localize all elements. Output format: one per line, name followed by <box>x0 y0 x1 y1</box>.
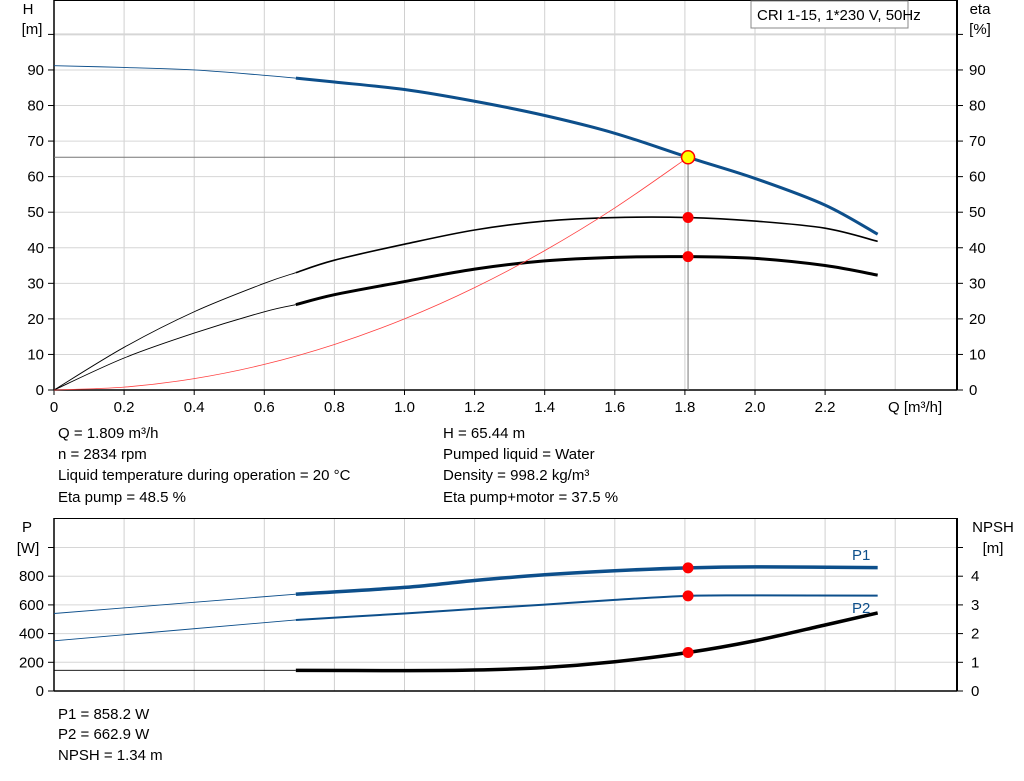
y2-tick-label: 10 <box>969 346 986 363</box>
info-eta-pump: Eta pump = 48.5 % <box>58 489 186 506</box>
y2-tick-label: 0 <box>969 382 977 399</box>
info-npsh: NPSH = 1.34 m <box>58 747 163 764</box>
y-axis-unit: [W] <box>17 540 40 557</box>
x-axis-label: Q [m³/h] <box>888 399 942 416</box>
x-tick-label: 0.6 <box>254 399 275 416</box>
x-tick-label: 0 <box>50 399 58 416</box>
y2-tick-label: 4 <box>971 568 979 585</box>
y-axis-unit: [m] <box>22 21 43 38</box>
y-tick-label: 40 <box>27 240 44 257</box>
info-q: Q = 1.809 m³/h <box>58 425 159 442</box>
y-tick-label: 0 <box>36 683 44 700</box>
y2-tick-label: 50 <box>969 204 986 221</box>
x-tick-label: 1.2 <box>464 399 485 416</box>
y-tick-label: 800 <box>19 568 44 585</box>
y-tick-label: 20 <box>27 311 44 328</box>
x-tick-label: 2.0 <box>745 399 766 416</box>
operating-point-eta-total-marker <box>682 251 694 263</box>
series-P1-curve <box>295 565 878 596</box>
info-h: H = 65.44 m <box>443 425 526 442</box>
info-liquid: Pumped liquid = Water <box>443 446 595 463</box>
y2-tick-label: 2 <box>971 626 979 643</box>
y-axis-label: P <box>22 519 32 536</box>
y2-tick-label: 20 <box>969 311 986 328</box>
y2-axis-unit: [m] <box>983 540 1004 557</box>
x-tick-label: 0.2 <box>114 399 135 416</box>
y2-tick-label: 60 <box>969 169 986 186</box>
series-label-p1: P1 <box>852 547 870 564</box>
y-tick-label: 50 <box>27 204 44 221</box>
y-tick-label: 10 <box>27 346 44 363</box>
series-P2-curve-extrapolated <box>53 619 296 642</box>
legend-box <box>750 0 909 29</box>
y-tick-label: 60 <box>27 169 44 186</box>
y2-tick-label: 3 <box>971 597 979 614</box>
info-n: n = 2834 rpm <box>58 446 147 463</box>
y2-tick-label: 0 <box>971 683 979 700</box>
y2-tick-label: 40 <box>969 240 986 257</box>
series-eta_pump-curve <box>295 216 878 274</box>
y2-tick-label: 30 <box>969 275 986 292</box>
y2-axis-label: eta <box>970 1 992 18</box>
y2-tick-label: 70 <box>969 133 986 150</box>
operating-point-eta-pump-marker <box>682 212 694 224</box>
y-tick-label: 70 <box>27 133 44 150</box>
y2-tick-label: 80 <box>969 98 986 115</box>
series-P1-curve-extrapolated <box>53 593 296 614</box>
series-system-curve <box>53 156 689 391</box>
series-eta_total-curve-extrapolated <box>53 304 296 391</box>
info-p1: P1 = 858.2 W <box>58 706 150 723</box>
info-temp: Liquid temperature during operation = 20… <box>58 467 351 484</box>
x-tick-label: 2.2 <box>815 399 836 416</box>
y2-tick-label: 1 <box>971 654 979 671</box>
y-tick-label: 30 <box>27 275 44 292</box>
series-H-curve <box>295 76 879 236</box>
y-axis-label: H <box>23 1 34 18</box>
operating-point-p2-marker <box>682 590 694 602</box>
series-NPSH-curve <box>295 611 879 673</box>
x-tick-label: 1.8 <box>674 399 695 416</box>
x-tick-label: 0.4 <box>184 399 205 416</box>
chart-title: CRI 1-15, 1*230 V, 50Hz <box>757 7 921 24</box>
x-tick-label: 1.4 <box>534 399 555 416</box>
y-tick-label: 90 <box>27 62 44 79</box>
y-tick-label: 400 <box>19 626 44 643</box>
y2-tick-label: 90 <box>969 62 986 79</box>
operating-point-npsh-marker <box>682 647 694 659</box>
y-tick-label: 200 <box>19 654 44 671</box>
info-density: Density = 998.2 kg/m³ <box>443 467 590 484</box>
y2-axis-label: NPSH <box>972 519 1014 536</box>
series-P2-curve <box>295 594 878 621</box>
x-tick-label: 1.6 <box>604 399 625 416</box>
operating-point-p1-marker <box>682 562 694 574</box>
operating-point-marker <box>680 150 696 165</box>
y2-axis-unit: [%] <box>969 21 991 38</box>
series-eta_pump-curve-extrapolated <box>53 272 296 391</box>
y-tick-label: 0 <box>36 382 44 399</box>
series-eta_total-curve <box>295 255 878 307</box>
y-tick-label: 80 <box>27 98 44 115</box>
x-tick-label: 1.0 <box>394 399 415 416</box>
info-p2: P2 = 662.9 W <box>58 726 150 743</box>
info-eta-total: Eta pump+motor = 37.5 % <box>443 489 619 506</box>
x-tick-label: 0.8 <box>324 399 345 416</box>
y-tick-label: 600 <box>19 597 44 614</box>
series-H-curve-extrapolated <box>53 65 296 79</box>
series-label-p2: P2 <box>852 600 870 617</box>
